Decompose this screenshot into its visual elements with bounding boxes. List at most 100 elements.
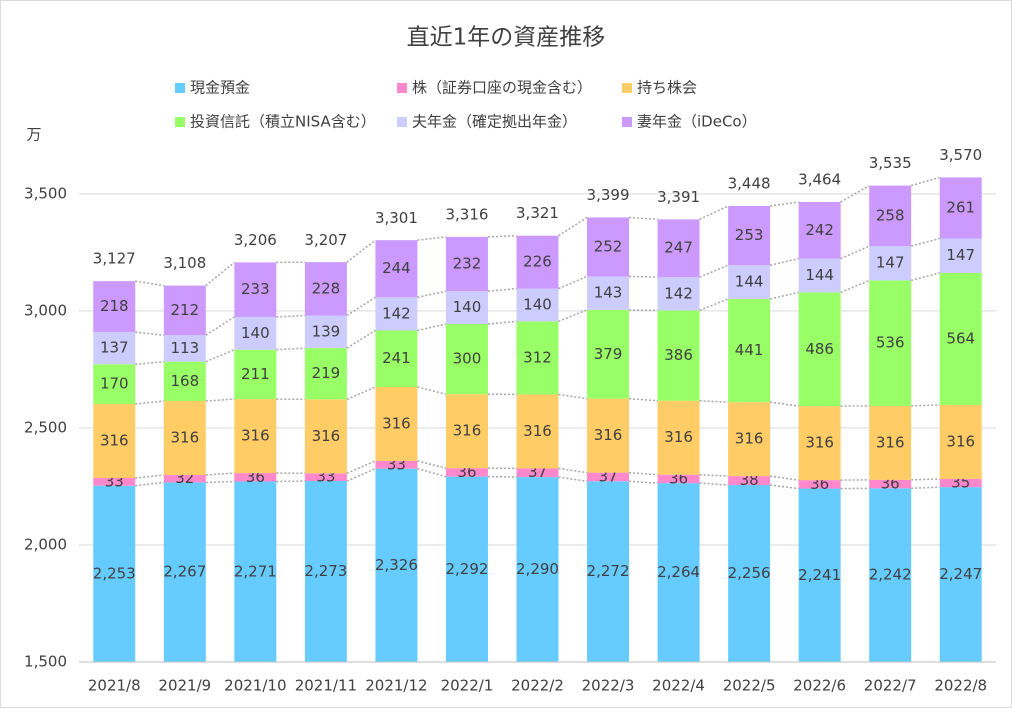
total-label: 3,399 bbox=[587, 186, 630, 204]
data-label: 486 bbox=[805, 340, 834, 358]
y-tick-label: 3,000 bbox=[24, 301, 67, 319]
data-label: 2,271 bbox=[234, 562, 277, 580]
chart-title: 直近1年の資産推移 bbox=[407, 25, 606, 51]
bar-segment bbox=[587, 481, 630, 662]
bar-segment bbox=[163, 335, 206, 362]
x-tick-label: 2021/9 bbox=[158, 677, 211, 695]
series-line bbox=[135, 280, 164, 287]
bar-segment bbox=[657, 400, 700, 475]
bar-segment bbox=[939, 177, 982, 239]
data-label: 228 bbox=[312, 279, 341, 297]
bar-segment bbox=[869, 280, 912, 406]
total-label: 3,301 bbox=[375, 209, 418, 227]
data-label: 144 bbox=[735, 273, 764, 291]
bar-segment bbox=[93, 404, 136, 479]
bar-segment bbox=[798, 480, 841, 489]
bar-segment bbox=[375, 468, 418, 662]
series-line bbox=[699, 473, 729, 477]
bar-segment bbox=[93, 281, 136, 333]
y-tick-label: 2,500 bbox=[24, 418, 67, 436]
total-label: 3,391 bbox=[657, 188, 700, 206]
data-label: 242 bbox=[805, 221, 834, 239]
bar-segment bbox=[445, 236, 488, 292]
data-label: 142 bbox=[382, 304, 411, 322]
series-line bbox=[205, 316, 235, 336]
bar-segment bbox=[516, 477, 559, 662]
y-tick-label: 2,000 bbox=[24, 535, 67, 553]
series-line bbox=[558, 275, 588, 290]
data-label: 232 bbox=[453, 255, 482, 273]
series-line bbox=[135, 331, 164, 336]
data-label: 241 bbox=[382, 349, 411, 367]
total-label: 3,321 bbox=[516, 204, 559, 222]
bar-segment bbox=[304, 262, 347, 316]
series-line bbox=[417, 460, 447, 469]
series-line bbox=[629, 275, 658, 278]
bar-segment bbox=[798, 292, 841, 407]
data-label: 316 bbox=[876, 433, 905, 451]
bar-segment bbox=[234, 473, 277, 482]
bar-segment bbox=[587, 398, 630, 473]
data-label: 2,264 bbox=[657, 563, 700, 581]
data-label: 226 bbox=[523, 253, 552, 271]
bar-segment bbox=[445, 394, 488, 469]
data-label: 564 bbox=[946, 329, 975, 347]
data-label: 2,326 bbox=[375, 556, 418, 574]
data-label: 147 bbox=[946, 246, 975, 264]
legend-label: 現金預金 bbox=[190, 79, 250, 97]
series-line bbox=[628, 471, 658, 476]
series-line bbox=[346, 296, 376, 317]
series-line bbox=[135, 360, 164, 365]
data-label: 247 bbox=[664, 239, 693, 257]
data-label: 168 bbox=[170, 372, 199, 390]
series-line bbox=[769, 257, 799, 266]
series-line bbox=[558, 467, 588, 474]
bar-segment bbox=[939, 404, 982, 479]
bar-segment bbox=[375, 330, 418, 387]
data-label: 300 bbox=[453, 350, 482, 368]
data-label: 312 bbox=[523, 348, 552, 366]
data-label: 316 bbox=[664, 428, 693, 446]
data-label: 233 bbox=[241, 280, 270, 298]
data-label: 2,290 bbox=[516, 560, 559, 578]
total-label: 3,108 bbox=[163, 254, 206, 272]
bar-segment bbox=[939, 478, 982, 488]
data-label: 113 bbox=[170, 339, 199, 357]
bar-segment bbox=[375, 297, 418, 331]
legend-marker bbox=[175, 83, 185, 93]
series-line bbox=[135, 400, 164, 405]
legend-marker bbox=[175, 117, 185, 127]
bar-segment bbox=[163, 474, 206, 483]
series-line bbox=[840, 184, 870, 203]
data-label: 2,292 bbox=[445, 560, 488, 578]
series-line bbox=[346, 386, 376, 401]
bar-segment bbox=[445, 323, 488, 395]
series-line bbox=[628, 216, 658, 221]
series-line bbox=[346, 467, 376, 482]
bar-segment bbox=[939, 487, 982, 662]
data-label: 2,267 bbox=[163, 563, 206, 581]
bar-segment bbox=[375, 460, 418, 469]
bar-segment bbox=[869, 185, 912, 247]
bar-segment bbox=[728, 485, 771, 662]
bar-segment bbox=[587, 276, 630, 310]
data-label: 261 bbox=[946, 198, 975, 216]
data-label: 212 bbox=[170, 301, 199, 319]
data-label: 2,272 bbox=[587, 562, 630, 580]
bar-segment bbox=[587, 472, 630, 482]
legend-marker bbox=[622, 117, 632, 127]
data-label: 140 bbox=[523, 296, 552, 314]
series-line bbox=[911, 478, 940, 481]
data-label: 147 bbox=[876, 254, 905, 272]
legend-marker bbox=[622, 83, 632, 93]
total-label: 3,207 bbox=[304, 231, 347, 249]
series-line bbox=[910, 176, 940, 187]
data-label: 379 bbox=[594, 345, 623, 363]
data-label: 2,253 bbox=[93, 564, 136, 582]
data-label: 218 bbox=[100, 297, 129, 315]
data-label: 253 bbox=[735, 226, 764, 244]
x-tick-label: 2022/1 bbox=[441, 677, 494, 695]
data-label: 143 bbox=[594, 284, 623, 302]
series-line bbox=[417, 290, 447, 299]
